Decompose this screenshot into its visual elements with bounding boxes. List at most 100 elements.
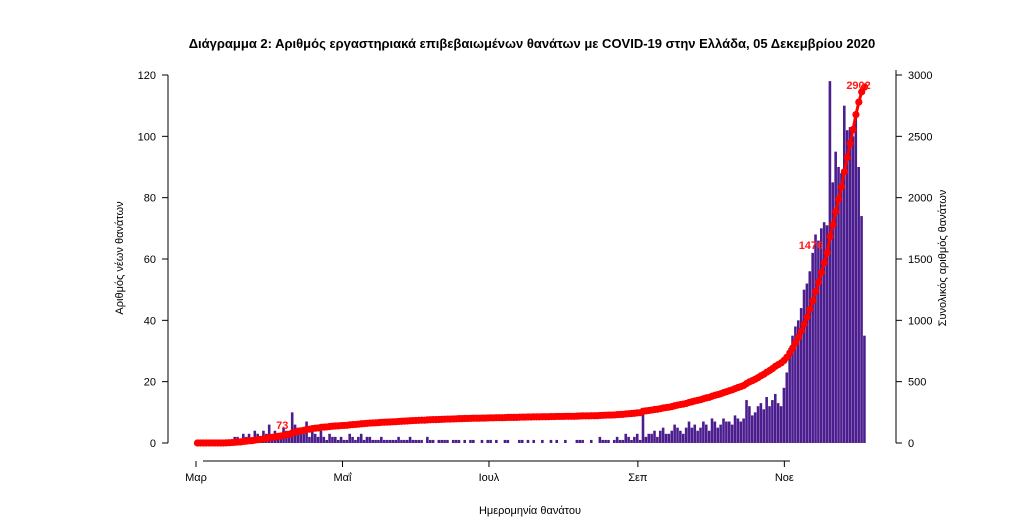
cumulative-point: [806, 305, 814, 313]
y-left-tick-label: 0: [150, 438, 156, 450]
y-right-ticks: 0 500 1000 1500 2000 2500 3000: [896, 70, 932, 450]
bar: [727, 421, 731, 443]
y-right-tick-label: 2500: [908, 131, 932, 143]
bar: [348, 433, 351, 443]
bar: [656, 436, 659, 443]
bar: [845, 130, 849, 443]
cumulative-point: [832, 207, 840, 216]
y-right-tick-label: 0: [908, 438, 914, 450]
bar: [601, 439, 605, 443]
bar: [630, 439, 633, 443]
bar: [658, 430, 662, 443]
annotation-label: 1476: [799, 240, 823, 252]
bar: [506, 439, 510, 443]
bar: [420, 439, 423, 443]
cumulative-point: [812, 287, 820, 295]
y-left-tick-label: 100: [138, 131, 156, 143]
cumulative-line: [197, 86, 866, 445]
bar: [354, 439, 357, 443]
cumulative-point: [843, 153, 851, 162]
bar: [825, 225, 829, 443]
bar: [638, 439, 642, 443]
bar: [316, 436, 320, 443]
y-left-tick-label: 120: [138, 70, 156, 82]
bar: [589, 439, 593, 443]
bar-series: [224, 81, 866, 444]
cumulative-series: [193, 83, 869, 447]
bar: [730, 424, 734, 443]
bar: [541, 439, 544, 443]
bar: [696, 430, 699, 443]
bar: [457, 439, 461, 443]
bar: [679, 430, 682, 443]
x-axis-label: Ημερομηνία θανάτου: [479, 505, 581, 517]
bar: [575, 439, 579, 443]
bar: [676, 427, 679, 443]
bar: [472, 439, 475, 443]
x-tick-label: Μαρ: [185, 472, 207, 484]
bar: [799, 308, 803, 443]
bar: [693, 424, 697, 443]
bar: [288, 433, 291, 443]
cumulative-point: [797, 327, 805, 335]
x-ticks: Μαρ Μαΐ Ιουλ Σεπ Νοε: [185, 461, 794, 484]
bar: [532, 439, 536, 443]
bar: [296, 427, 300, 443]
bar: [486, 439, 490, 443]
bar: [328, 433, 331, 443]
bar: [463, 439, 467, 443]
bar: [578, 439, 582, 443]
bar: [371, 439, 374, 443]
y-right-axis-label: Συνολικός αριθμός θανάτων: [937, 189, 949, 326]
cumulative-point: [852, 110, 860, 119]
bar: [667, 433, 671, 443]
bar: [618, 439, 622, 443]
bar: [428, 439, 432, 443]
cumulative-point: [860, 83, 869, 91]
y-right-tick-label: 1500: [908, 254, 932, 266]
bar: [840, 173, 843, 443]
bar: [520, 439, 524, 443]
bar: [653, 430, 656, 443]
bar: [382, 439, 386, 443]
bar: [791, 335, 794, 443]
bar: [690, 427, 694, 443]
bar: [411, 439, 415, 443]
cumulative-point: [809, 297, 817, 305]
bar: [342, 439, 346, 443]
bar: [615, 436, 619, 443]
bar: [345, 439, 349, 443]
bar: [756, 406, 760, 443]
bar: [495, 439, 498, 443]
bar: [684, 427, 688, 443]
bar: [627, 436, 630, 443]
bar: [357, 436, 360, 443]
bar: [725, 421, 728, 443]
bar: [480, 439, 484, 443]
bar: [313, 433, 317, 443]
bar: [699, 427, 702, 443]
bar: [733, 415, 737, 443]
bar: [773, 393, 777, 443]
cumulative-point: [789, 344, 797, 352]
bar: [776, 403, 780, 443]
chart-title: Διάγραμμα 2: Αριθμός εργαστηριακά επιβεβ…: [189, 36, 876, 51]
x-tick-label: Ιουλ: [479, 472, 500, 484]
bar: [673, 424, 676, 443]
bar: [851, 136, 855, 444]
bar: [650, 433, 653, 443]
bar: [753, 412, 757, 443]
bar: [426, 436, 429, 443]
x-tick-label: Νοε: [775, 472, 794, 484]
bar: [311, 430, 314, 443]
bar: [437, 439, 441, 443]
bar: [299, 430, 303, 443]
bar: [802, 289, 806, 443]
bar: [351, 436, 354, 443]
bar: [489, 439, 492, 443]
y-right-tick-label: 1000: [908, 315, 932, 327]
bar: [446, 439, 449, 443]
bar: [290, 412, 294, 443]
bar: [831, 182, 835, 444]
